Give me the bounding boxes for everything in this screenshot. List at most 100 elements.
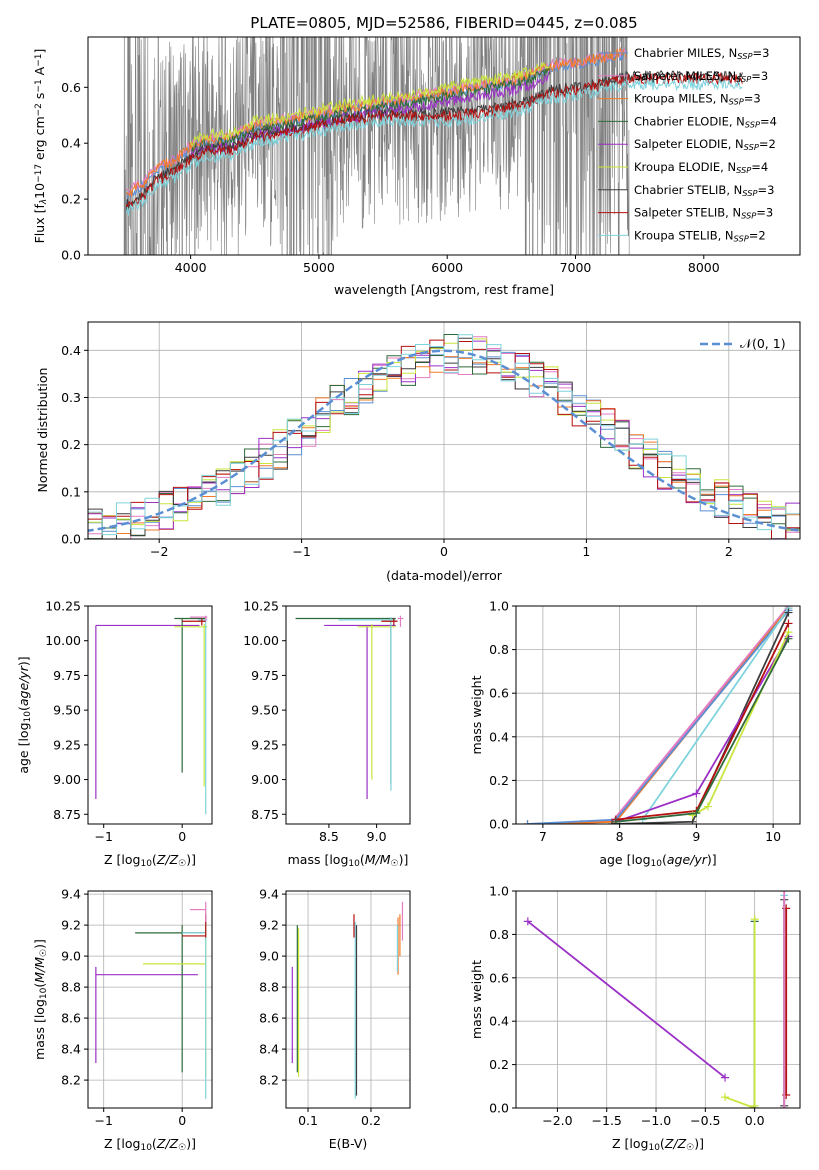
y-tick-label: 9.75 xyxy=(251,668,279,683)
y-tick-label: 9.2 xyxy=(61,918,81,933)
y-tick-label: 9.25 xyxy=(251,737,279,752)
weight-marker-chabrier_stelib xyxy=(784,608,793,617)
model-line-kroupa_elodie xyxy=(190,61,550,147)
hist-kroupa_stelib xyxy=(88,334,800,539)
weight-line-chabrier_elodie xyxy=(615,638,790,823)
y-tick-label: 9.00 xyxy=(251,772,279,787)
plot-area-age_mass xyxy=(295,615,404,800)
weight-marker-salpeter_elodie xyxy=(721,1073,730,1082)
weight-marker-chabrier_elodie xyxy=(692,809,701,818)
y-tick-label: 10.00 xyxy=(243,633,279,648)
weight-line-salpeter_miles xyxy=(581,606,790,824)
panel-spectrum: 4000 5000 6000 7000 8000 0.0 0.2 0.4 0.6 Chabrier… xyxy=(32,36,801,297)
grid-lines xyxy=(286,891,410,1108)
y-tick-label: 0.6 xyxy=(489,686,509,701)
grid-lines xyxy=(516,891,800,1108)
y-tick-label: 8.75 xyxy=(53,807,81,822)
axes-frame xyxy=(87,890,213,1109)
axes-frame xyxy=(285,605,411,825)
plot-area-weight_age xyxy=(516,606,800,824)
legend-label-chabrier_elodie: Chabrier ELODIE, NSSP=4 xyxy=(634,114,777,129)
weight-marker-kroupa_elodie xyxy=(721,1093,730,1102)
legend-label-kroupa_miles: Kroupa MILES, NSSP=3 xyxy=(634,92,761,107)
plot-area-age_Z xyxy=(95,615,208,815)
y-tick-label: 0.3 xyxy=(61,390,81,405)
x-tick-label: 7 xyxy=(539,829,547,844)
x-tick-label: 0 xyxy=(440,544,448,559)
y-tick-label: 8.2 xyxy=(259,1073,279,1088)
y-tick-label: 0.0 xyxy=(489,817,509,832)
x-tick-label: 9 xyxy=(692,829,700,844)
y-tick-label: 9.50 xyxy=(251,703,279,718)
y-tick-label: 9.0 xyxy=(61,949,81,964)
y-tick-label: 10.25 xyxy=(243,599,279,614)
panel-age_mass: 8.5 9.0 8.75 9.00 9.25 9.50 9.75 10.00 10.25 mass… xyxy=(243,599,411,869)
legend-label-normal: 𝒩(0, 1) xyxy=(740,336,786,351)
y-tick-label: 0.1 xyxy=(61,484,81,499)
panel-age_Z: −1 0 8.75 9.00 9.25 9.50 9.75 10.00 10.25 Z [log1… xyxy=(16,599,213,869)
y-tick-label: 9.50 xyxy=(53,703,81,718)
y-tick-label: 0.4 xyxy=(61,136,81,151)
legend-label-salpeter_elodie: Salpeter ELODIE, NSSP=2 xyxy=(634,137,776,152)
plot-area-mass_ebv xyxy=(286,891,410,1108)
weight-marker-kroupa_elodie xyxy=(703,802,712,811)
weight-line-kroupa_stelib xyxy=(641,607,790,821)
x-tick-label: −2.0 xyxy=(542,1113,572,1128)
panel-mass_ebv: 0.1 0.2 8.2 8.4 8.6 8.8 9.0 9.2 9.4 E(B-V) xyxy=(259,887,411,1151)
x-tick-label: 1 xyxy=(582,544,590,559)
weight-marker-salpeter_miles xyxy=(780,891,789,895)
y-tick-label: 9.4 xyxy=(61,887,81,902)
y-tick-label: 8.75 xyxy=(251,807,279,822)
legend-label-kroupa_elodie: Kroupa ELODIE, NSSP=4 xyxy=(634,160,768,175)
mass_ebv-xlabel: E(B-V) xyxy=(329,1136,368,1151)
axes-frame xyxy=(87,321,801,540)
grid-lines xyxy=(516,606,800,824)
y-tick-label: 8.8 xyxy=(61,980,81,995)
y-tick-label: 1.0 xyxy=(489,599,509,614)
x-tick-label: −1.5 xyxy=(592,1113,622,1128)
y-tick-label: 0.6 xyxy=(489,970,509,985)
panel-weight_age: 7 8 9 10 0.0 0.2 0.4 0.6 0.8 1.0 age [log10(age/yr… xyxy=(469,599,801,869)
x-tick-label: −1 xyxy=(292,544,310,559)
weight-line-salpeter_elodie xyxy=(527,920,726,1079)
x-tick-label: 0.0 xyxy=(745,1113,765,1128)
x-tick-label: −1 xyxy=(94,829,112,844)
weight-marker-salpeter_stelib xyxy=(784,619,793,628)
y-tick-label: 9.4 xyxy=(259,887,279,902)
y-tick-label: 8.4 xyxy=(259,1042,279,1057)
y-tick-label: 8.4 xyxy=(61,1042,81,1057)
x-tick-label: 6000 xyxy=(431,260,463,275)
y-tick-label: 0.2 xyxy=(489,773,509,788)
y-tick-label: 10.00 xyxy=(45,633,81,648)
y-tick-label: 9.00 xyxy=(53,772,81,787)
x-tick-label: −1.0 xyxy=(641,1113,671,1128)
plot-area-residuals xyxy=(88,322,800,539)
x-tick-label: 9.0 xyxy=(367,829,387,844)
spectrum-ylabel: Flux [fλ10−17 erg cm−2 s−1 A−1] xyxy=(32,49,49,244)
axes-frame xyxy=(87,605,213,825)
x-tick-label: 5000 xyxy=(303,260,335,275)
axes-frame xyxy=(515,605,801,825)
age_Z-xlabel: Z [log10(Z/Z☉)] xyxy=(104,852,196,869)
x-tick-label: 0 xyxy=(178,1113,186,1128)
y-tick-label: 0.8 xyxy=(489,642,509,657)
y-tick-label: 9.75 xyxy=(53,668,81,683)
weight-marker-salpeter_elodie xyxy=(523,917,532,926)
weight-marker-salpeter_miles xyxy=(780,1104,789,1108)
age_mass-xlabel: mass [log10(M/M☉)] xyxy=(288,852,409,869)
y-tick-label: 0.2 xyxy=(61,437,81,452)
weight-line-kroupa_elodie xyxy=(724,1096,755,1108)
weight_Z-ylabel: mass weight xyxy=(469,960,484,1039)
legend-label-salpeter_miles: Salpeter MILES, NSSP=3 xyxy=(634,69,768,84)
weight-marker-kroupa_elodie xyxy=(750,1101,759,1108)
y-tick-label: 8.6 xyxy=(61,1011,81,1026)
legend-label-kroupa_stelib: Kroupa STELIB, NSSP=2 xyxy=(634,228,766,243)
y-tick-label: 1.0 xyxy=(489,884,509,899)
y-tick-label: 10.25 xyxy=(45,599,81,614)
x-tick-label: 0.2 xyxy=(361,1113,381,1128)
y-tick-label: 0.2 xyxy=(61,192,81,207)
x-tick-label: −0.5 xyxy=(690,1113,720,1128)
x-tick-label: 2 xyxy=(725,544,733,559)
x-tick-label: 8000 xyxy=(688,260,720,275)
y-tick-label: 0.0 xyxy=(489,1101,509,1116)
